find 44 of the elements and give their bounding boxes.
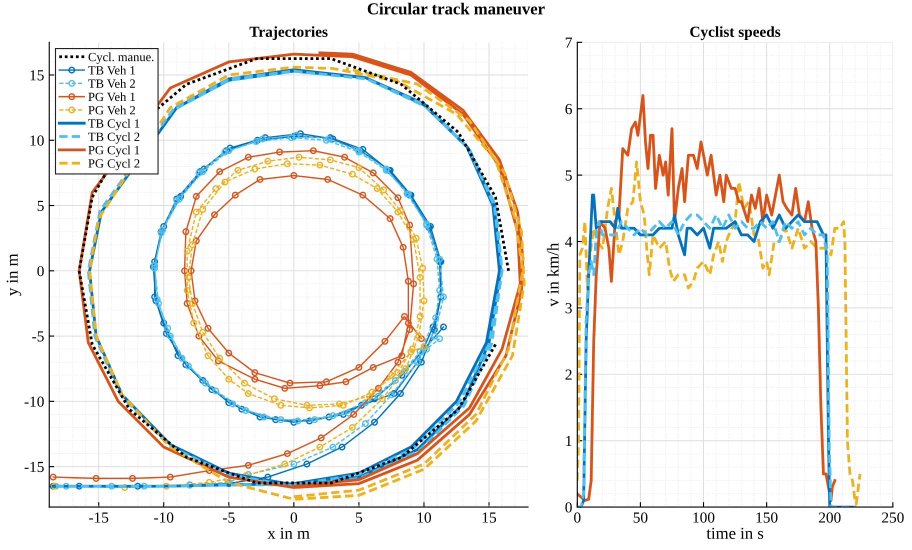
x-tick-label: 200 <box>818 512 841 523</box>
x-tick-label: 10 <box>418 512 432 523</box>
x-tick-label: 250 <box>882 512 904 523</box>
legend-label: TB Cycl 2 <box>88 132 140 144</box>
text: Circular track maneuver <box>368 2 545 15</box>
y-axis-title: y in m <box>6 254 22 296</box>
x-tick-label: -5 <box>223 512 235 523</box>
x-tick-label: -15 <box>89 512 108 523</box>
x-axis-title: x in m <box>267 528 310 539</box>
y-tick-label: 4 <box>565 236 572 247</box>
legend-label: PG Cycl 1 <box>88 146 140 157</box>
x-tick-label: 50 <box>634 512 648 523</box>
x-axis-title: time in s <box>706 528 764 539</box>
x-tick-label: 0 <box>574 512 581 523</box>
y-tick-label: 7 <box>566 38 572 48</box>
y-tick-label: 3 <box>566 303 572 314</box>
legend-label: PG Veh 2 <box>88 106 136 114</box>
y-tick-label: 5 <box>38 200 44 211</box>
legend-label: TB Veh 1 <box>88 66 135 75</box>
legend-label: PG Veh 1 <box>88 92 135 102</box>
y-tick-label: 0 <box>565 502 572 513</box>
legend-label: TB Veh 2 <box>88 79 135 88</box>
x-tick-label: 150 <box>756 512 778 523</box>
x-tick-label: 0 <box>290 512 298 523</box>
legend-label: PG Cycl 2 <box>88 158 140 170</box>
y-axis-title: v in km/h <box>546 242 559 307</box>
y-tick-label: 6 <box>565 104 572 114</box>
y-tick-label: 5 <box>566 170 572 181</box>
x-tick-label: 100 <box>693 512 714 523</box>
y-tick-label: -15 <box>24 462 44 472</box>
x-tick-label: 5 <box>356 512 362 523</box>
y-tick-label: -10 <box>24 396 44 407</box>
x-tick-label: 15 <box>482 512 496 523</box>
chart-title: Trajectories <box>250 26 328 40</box>
y-tick-label: 10 <box>30 135 44 146</box>
y-tick-label: 1 <box>566 436 572 446</box>
x-tick-label: -10 <box>154 512 174 523</box>
legend-label: TB Cycl 1 <box>88 118 140 130</box>
y-tick-label: 0 <box>37 266 44 276</box>
y-tick-label: -5 <box>32 331 44 342</box>
chart-title: Cyclist speeds <box>690 26 780 40</box>
y-tick-label: 2 <box>565 370 572 380</box>
legend-label: Cycl. manue. <box>88 52 154 64</box>
y-tick-label: 15 <box>30 70 44 80</box>
